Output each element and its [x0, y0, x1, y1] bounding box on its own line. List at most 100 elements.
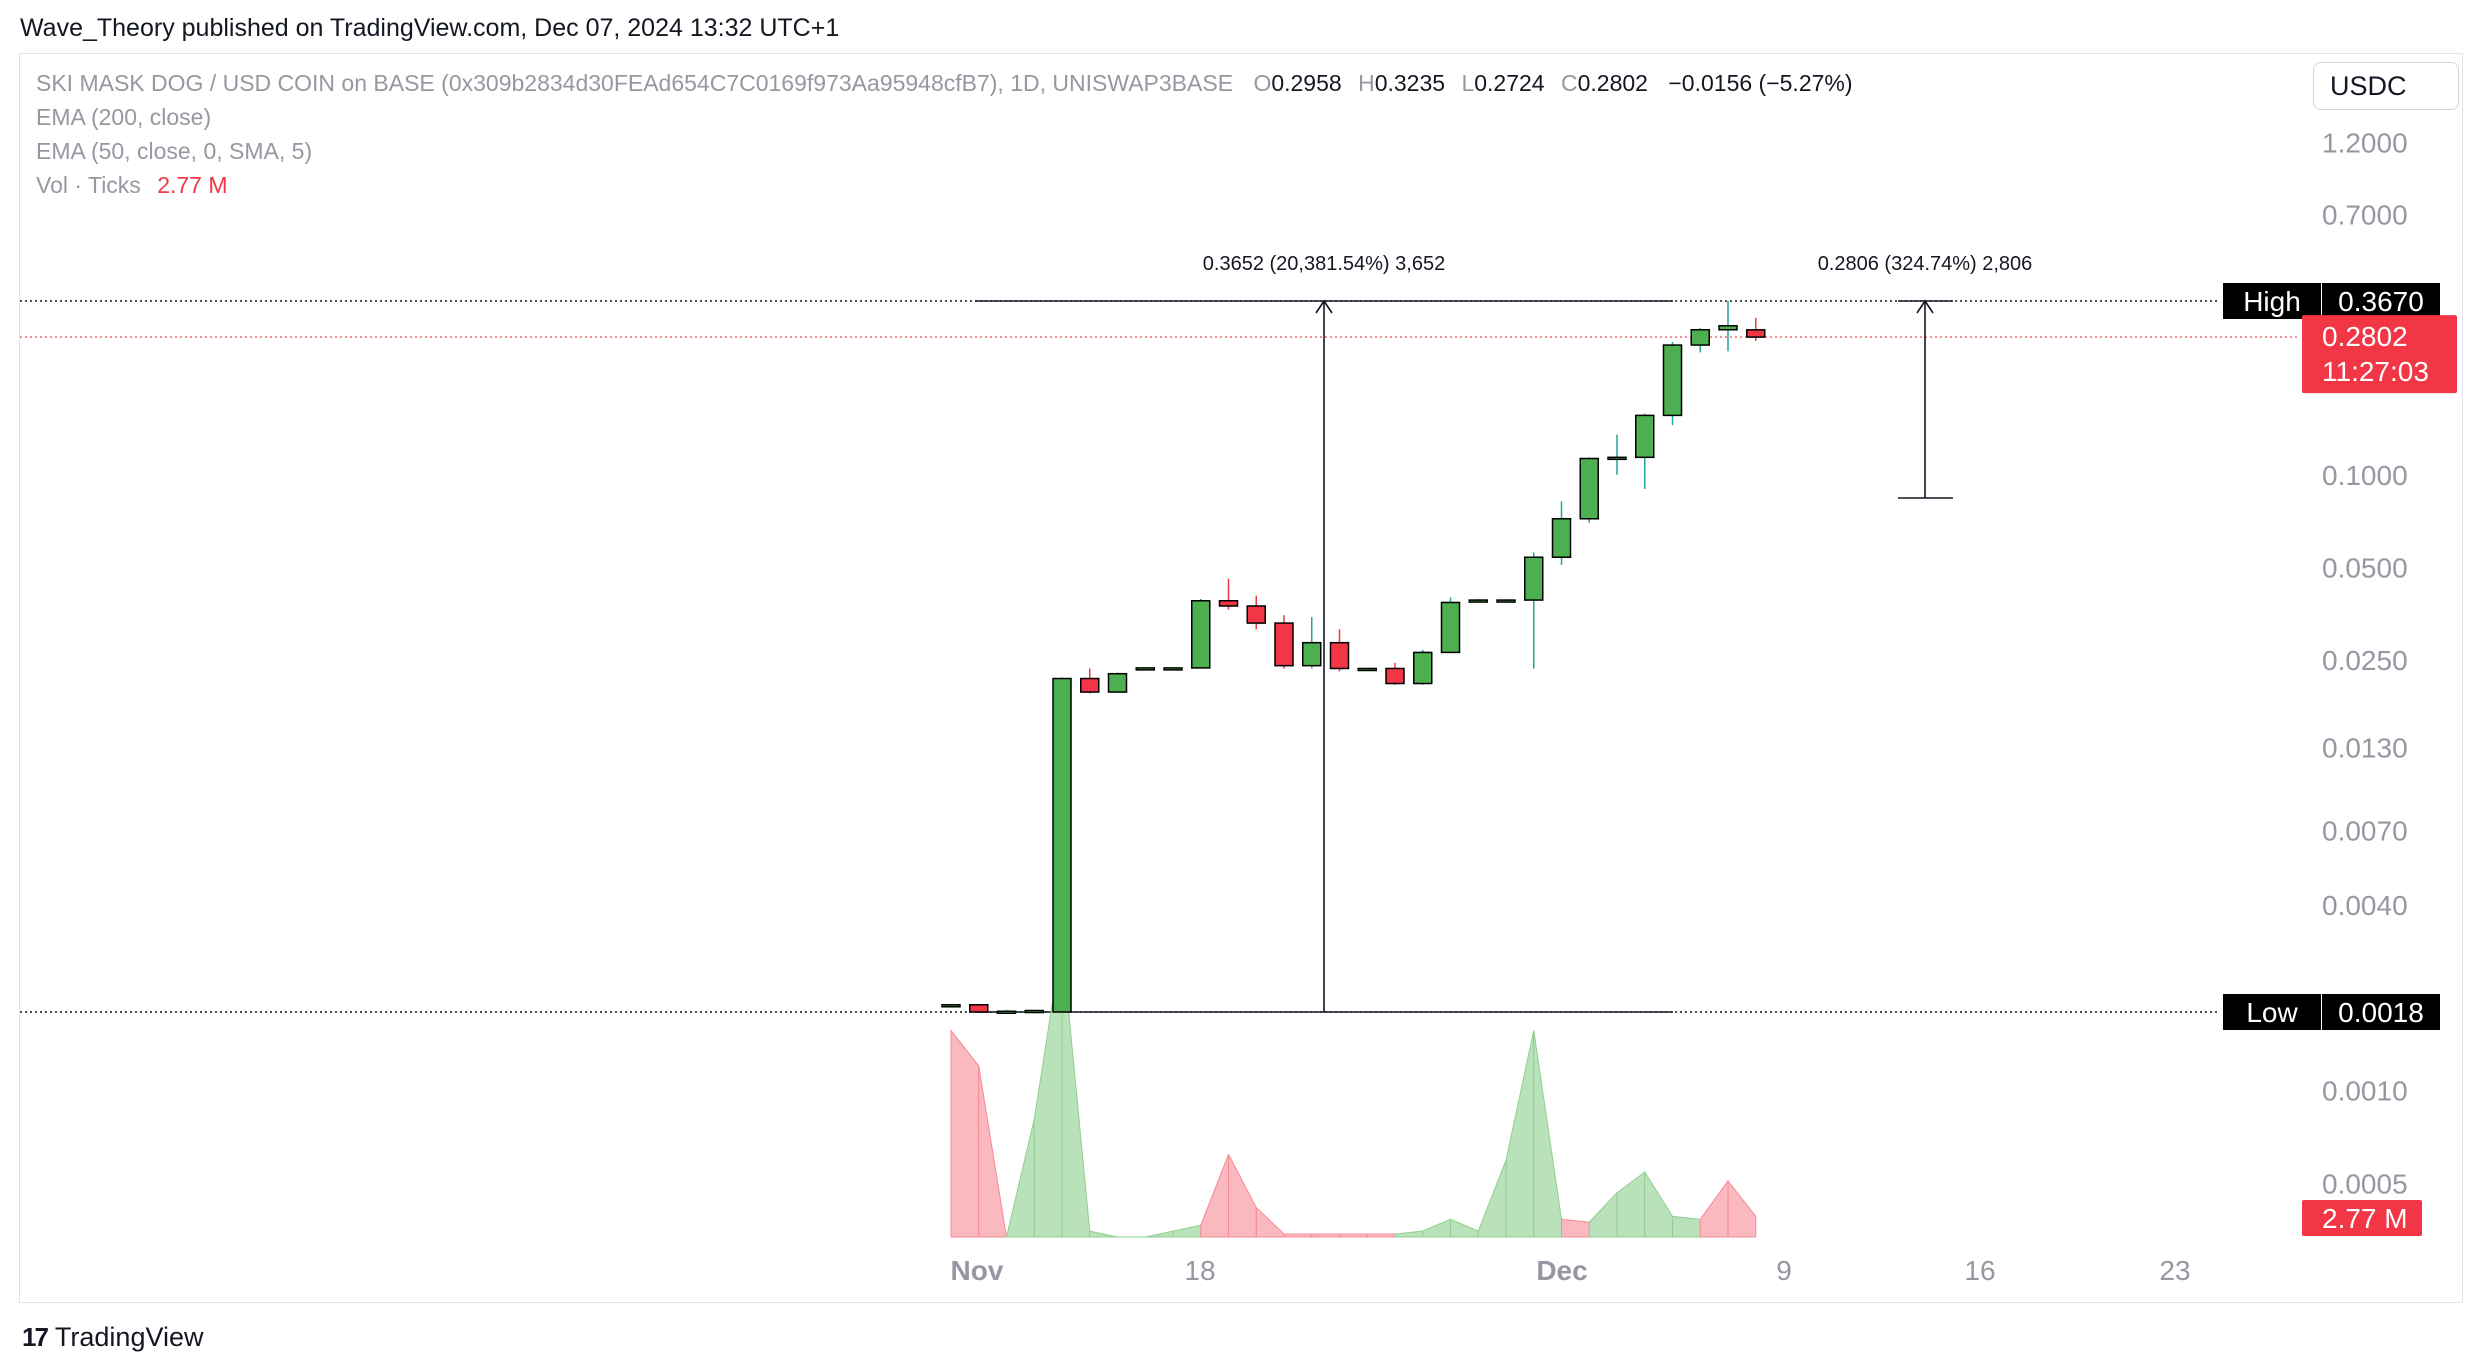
candle-body	[1218, 599, 1239, 607]
candle-body	[1496, 599, 1516, 603]
currency-button[interactable]: USDC	[2313, 62, 2459, 110]
candle-body	[1607, 456, 1627, 461]
symbol-title: SKI MASK DOG / USD COIN on BASE (0x309b2…	[36, 70, 1234, 96]
low-value: 0.2724	[1474, 70, 1545, 96]
projection-label: 0.2806 (324.74%) 2,806	[1818, 253, 2033, 275]
candle-body	[1746, 329, 1766, 338]
candle-body	[1052, 677, 1072, 1013]
publish-info: Wave_Theory published on TradingView.com…	[20, 14, 840, 42]
high-tag-value-bg	[2322, 283, 2440, 319]
volume-area-segment	[1200, 1154, 1229, 1238]
countdown-value: 11:27:03	[2322, 356, 2429, 387]
high-tag-value: 0.3670	[2338, 286, 2424, 317]
volume-area-segment	[1005, 1118, 1035, 1238]
volume-area-segment	[1145, 1230, 1174, 1238]
close-key: C	[1561, 70, 1578, 96]
volume-area-segment	[1394, 1230, 1424, 1238]
symbol-legend: SKI MASK DOG / USD COIN on BASE (0x309b2…	[36, 70, 1853, 97]
open-value: 0.2958	[1271, 70, 1342, 96]
volume-area-segment	[1255, 1206, 1285, 1238]
volume-area-segment	[1172, 1224, 1202, 1238]
low-tag-value-bg	[2322, 994, 2440, 1030]
x-axis-label: 9	[1776, 1255, 1792, 1286]
open-key: O	[1253, 70, 1272, 96]
volume-area-segment	[1561, 1218, 1590, 1238]
high-tag-label-bg	[2223, 283, 2321, 319]
candle-body	[1551, 518, 1572, 558]
candle-body	[1524, 556, 1544, 601]
candle-body	[996, 1010, 1017, 1015]
tradingview-logo-icon: 17	[22, 1322, 49, 1352]
volume-area-segment	[1283, 1233, 1313, 1238]
low-key: L	[1461, 70, 1475, 96]
volume-value: 2.77 M	[157, 172, 228, 198]
chart-frame	[19, 53, 2463, 1303]
candle-body	[1329, 641, 1350, 670]
last-price-tag-bg	[2302, 315, 2457, 394]
ema200-legend[interactable]: EMA (200, close)	[36, 104, 212, 130]
volume-area-segment	[1699, 1179, 1729, 1238]
volume-area-segment	[950, 1029, 980, 1238]
candle-body	[1163, 667, 1183, 671]
volume-area-segment	[1228, 1154, 1257, 1238]
y-axis-label: 0.0250	[2322, 645, 2408, 676]
brand-text: TradingView	[54, 1322, 204, 1352]
volume-area-segment	[1505, 1030, 1535, 1238]
volume-area-segment	[1422, 1218, 1451, 1238]
candle-body	[1080, 677, 1100, 693]
x-axis-label: Nov	[951, 1255, 1004, 1286]
volume-legend[interactable]: Vol · Ticks 2.77 M	[36, 172, 228, 199]
candle-body	[941, 1004, 961, 1008]
measure-arrow-head	[1315, 299, 1333, 314]
candle-body	[1302, 641, 1322, 667]
volume-area-segment	[1533, 1030, 1562, 1238]
measure-label: 0.3652 (20,381.54%) 3,652	[1203, 253, 1445, 275]
tradingview-brand[interactable]: 17 TradingView	[22, 1322, 204, 1353]
x-axis-label: 23	[2159, 1255, 2190, 1286]
candle-body	[1413, 651, 1433, 685]
volume-area-segment	[1450, 1218, 1479, 1238]
y-axis-label: 0.0500	[2322, 553, 2408, 584]
volume-area-segment	[1727, 1179, 1757, 1238]
projection-arrow-head	[1916, 299, 1934, 314]
change-value: −0.0156 (−5.27%)	[1668, 70, 1853, 96]
volume-area-segment	[1588, 1191, 1618, 1238]
low-tag-value: 0.0018	[2338, 997, 2424, 1028]
y-axis-label: 0.0010	[2322, 1076, 2408, 1107]
high-value: 0.3235	[1374, 70, 1446, 96]
y-axis-label: 0.7000	[2322, 200, 2408, 231]
y-axis-label: 0.1000	[2322, 460, 2408, 491]
candle-body	[1357, 667, 1377, 672]
candle-body	[1246, 605, 1266, 624]
x-axis-label: 16	[1964, 1255, 1995, 1286]
candle-body	[1635, 414, 1655, 459]
volume-tag-value: 2.77 M	[2322, 1203, 2408, 1234]
volume-tag-bg	[2302, 1200, 2422, 1236]
y-axis-label: 0.0040	[2322, 890, 2408, 921]
high-tag-label: High	[2243, 286, 2301, 317]
low-tag-label-bg	[2223, 994, 2321, 1030]
last-price-value: 0.2802	[2322, 321, 2408, 352]
volume-label: Vol · Ticks	[36, 172, 141, 198]
candle-body	[1385, 667, 1405, 685]
volume-area-segment	[1366, 1233, 1396, 1238]
volume-area-segment	[1089, 1230, 1118, 1238]
y-axis-label: 0.0005	[2322, 1168, 2408, 1199]
y-axis-label: 1.2000	[2322, 128, 2408, 159]
volume-area-segment	[1477, 1160, 1507, 1238]
y-axis-label: 0.0070	[2322, 815, 2408, 846]
low-tag-label: Low	[2246, 997, 2298, 1028]
volume-area-segment	[1616, 1171, 1646, 1238]
candle-body	[1024, 1009, 1044, 1014]
candle-body	[1468, 599, 1488, 603]
x-axis-label: 18	[1184, 1255, 1215, 1286]
close-value: 0.2802	[1577, 70, 1648, 96]
candle-body	[1107, 672, 1128, 693]
ema50-legend[interactable]: EMA (50, close, 0, SMA, 5)	[36, 138, 313, 164]
volume-area-segment	[978, 1065, 1008, 1238]
volume-area-segment	[1644, 1170, 1673, 1238]
y-axis-label: 0.0130	[2322, 733, 2408, 764]
high-key: H	[1358, 70, 1375, 96]
candle-body	[1274, 622, 1294, 667]
